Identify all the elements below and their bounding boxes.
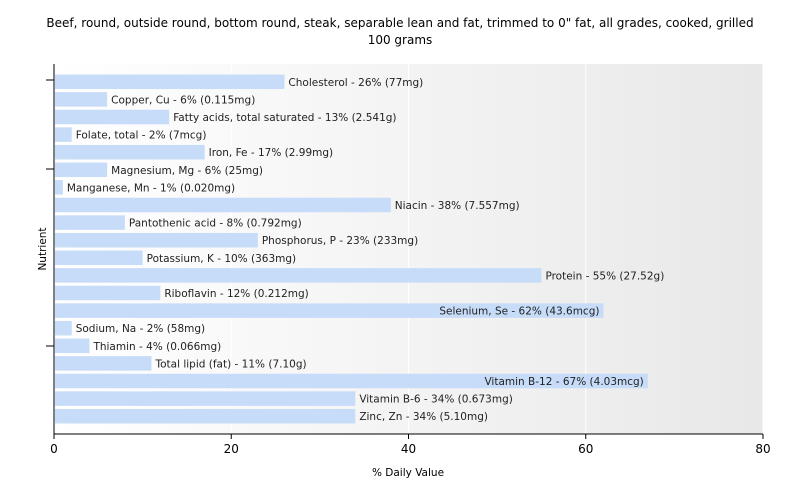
y-axis-title: Nutrient: [37, 227, 49, 270]
x-tick-label: 80: [755, 442, 770, 456]
bar-label: Cholesterol - 26% (77mg): [288, 77, 423, 89]
bar: [55, 320, 72, 336]
bar: [55, 127, 72, 142]
bar-label: Niacin - 38% (7.557mg): [395, 200, 520, 212]
bar: [55, 303, 604, 318]
bar: [55, 285, 161, 301]
bar-label: Vitamin B-6 - 34% (0.673mg): [359, 394, 513, 406]
bar-label: Potassium, K - 10% (363mg): [147, 253, 297, 265]
bar-label: Fatty acids, total saturated - 13% (2.54…: [173, 112, 396, 124]
bar-label: Zinc, Zn - 34% (5.10mg): [359, 411, 488, 423]
bar-label: Thiamin - 4% (0.066mg): [92, 341, 221, 353]
bar-label: Copper, Cu - 6% (0.115mg): [111, 94, 255, 106]
grid-lines: [230, 64, 764, 434]
bar-label: Riboflavin - 12% (0.212mg): [164, 288, 308, 300]
bar-label: Iron, Fe - 17% (2.99mg): [209, 147, 333, 159]
x-tick-label: 40: [401, 442, 416, 456]
bar-label: Manganese, Mn - 1% (0.020mg): [67, 182, 235, 194]
x-ticks: 0 20 40 60 80: [50, 434, 771, 456]
bar: [55, 232, 258, 248]
bar: [55, 268, 542, 283]
bar: [55, 373, 648, 389]
bar: [55, 162, 108, 178]
bar: [55, 92, 108, 107]
bar-label: Total lipid (fat) - 11% (7.10g): [154, 358, 306, 370]
bar: [55, 356, 152, 371]
bar-label: Phosphorus, P - 23% (233mg): [262, 235, 418, 247]
x-tick-label: 60: [578, 442, 593, 456]
x-tick-label: 0: [50, 442, 58, 456]
x-axis-title: % Daily Value: [372, 467, 444, 479]
bar-label: Protein - 55% (27.52g): [545, 270, 664, 282]
bar-label: Sodium, Na - 2% (58mg): [76, 323, 205, 335]
bar: [55, 215, 125, 230]
bar-label: Selenium, Se - 62% (43.6mcg): [439, 306, 599, 318]
x-tick-label: 20: [224, 442, 239, 456]
bar: [55, 180, 63, 195]
bars: Cholesterol - 26% (77mg) Copper, Cu - 6% …: [55, 74, 664, 424]
bar: [55, 391, 356, 406]
bar: [55, 74, 285, 90]
bar-label: Vitamin B-12 - 67% (4.03mcg): [484, 376, 643, 388]
bar-label: Magnesium, Mg - 6% (25mg): [111, 165, 263, 177]
bar: [55, 250, 143, 266]
bar-label: Folate, total - 2% (7mcg): [76, 130, 207, 142]
bar: [55, 197, 391, 213]
chart-subtitle: 100 grams: [368, 33, 433, 47]
bar: [55, 408, 356, 424]
chart-title: Beef, round, outside round, bottom round…: [46, 16, 753, 30]
bar: [55, 144, 205, 160]
bar-label: Pantothenic acid - 8% (0.792mg): [129, 218, 302, 230]
bar: [55, 338, 90, 354]
y-ticks: [46, 79, 54, 347]
bar: [55, 109, 170, 125]
